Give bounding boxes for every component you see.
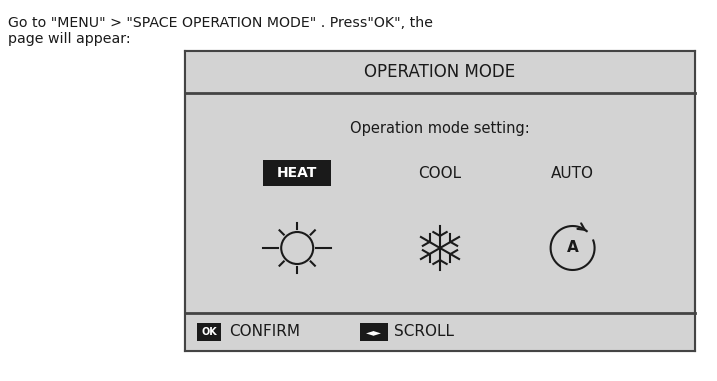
Text: CONFIRM: CONFIRM: [229, 325, 300, 339]
Text: OK: OK: [201, 327, 217, 337]
Bar: [185, 313, 695, 351]
Bar: [185, 51, 695, 93]
Text: page will appear:: page will appear:: [8, 32, 130, 46]
Text: A: A: [566, 240, 579, 256]
Bar: [263, 160, 331, 186]
Text: ◄►: ◄►: [366, 327, 382, 337]
Bar: [360, 323, 388, 341]
Bar: [185, 51, 695, 351]
Text: HEAT: HEAT: [277, 166, 318, 180]
Bar: [197, 323, 221, 341]
Text: OPERATION MODE: OPERATION MODE: [364, 63, 516, 81]
Text: SCROLL: SCROLL: [394, 325, 454, 339]
Text: Go to "MENU" > "SPACE OPERATION MODE" . Press"OK", the: Go to "MENU" > "SPACE OPERATION MODE" . …: [8, 16, 433, 30]
Text: Operation mode setting:: Operation mode setting:: [350, 120, 530, 136]
Text: AUTO: AUTO: [551, 165, 594, 181]
Text: COOL: COOL: [419, 165, 462, 181]
